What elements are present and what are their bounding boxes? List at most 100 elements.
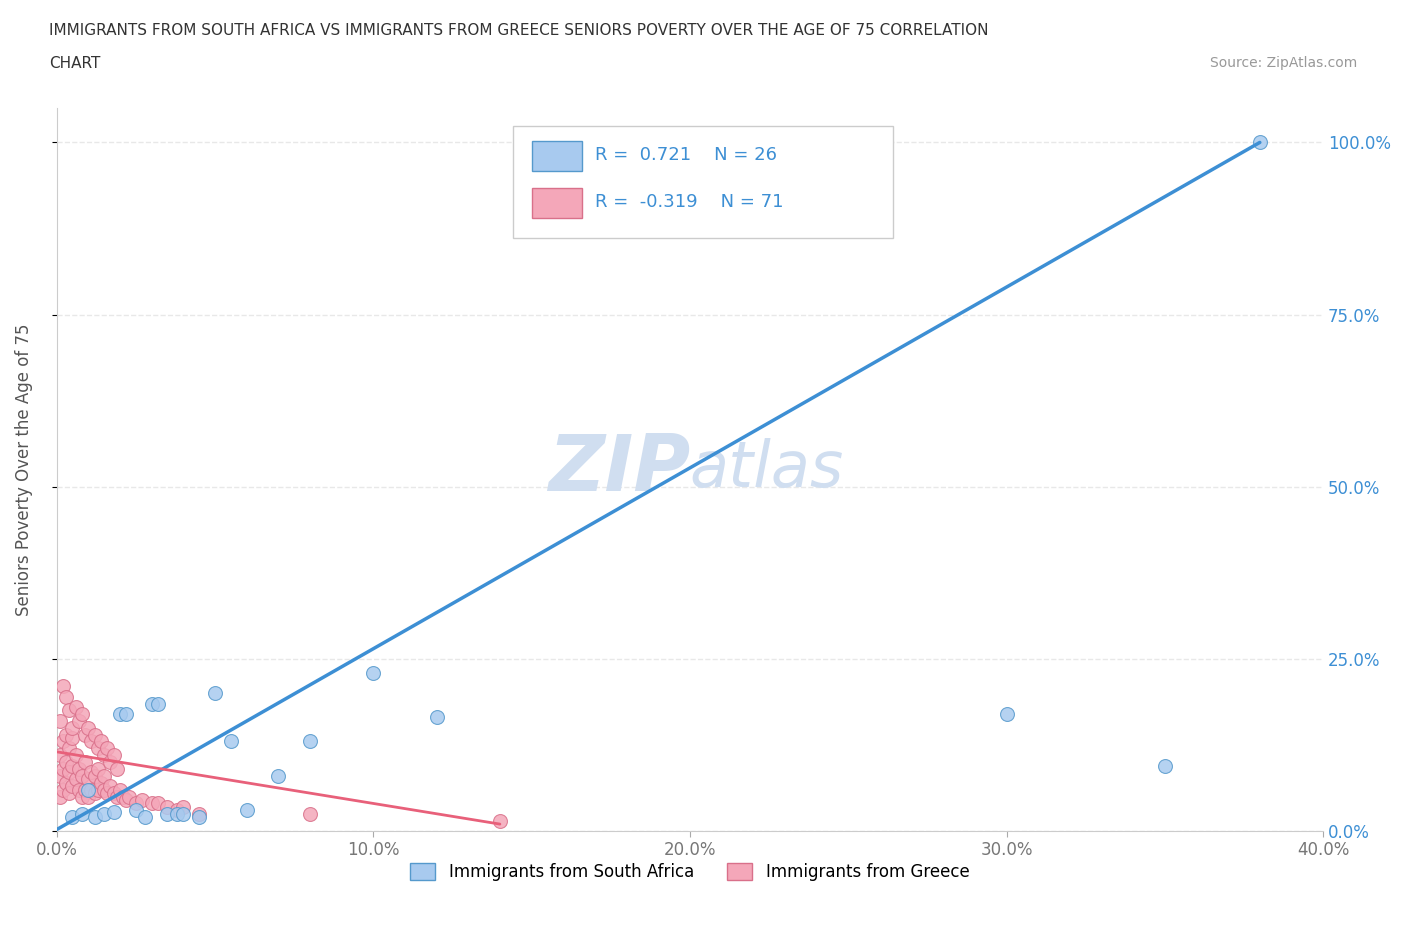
Y-axis label: Seniors Poverty Over the Age of 75: Seniors Poverty Over the Age of 75 [15,324,32,616]
Point [134,810,156,825]
Point [62,778,84,793]
Point [58,741,80,756]
Text: ZIP: ZIP [547,432,690,508]
Point [55,689,77,704]
Point [204,685,226,700]
Point [93,768,115,783]
Point [77,772,100,787]
Point [52,679,75,694]
Point [100,778,122,793]
Point [103,804,125,819]
Text: atlas: atlas [690,438,844,500]
FancyBboxPatch shape [531,188,582,218]
Point [67,762,90,777]
Point [156,800,179,815]
Point [70,790,93,804]
Point [65,699,87,714]
Point [115,792,138,807]
Point [62,810,84,825]
Text: Source: ZipAtlas.com: Source: ZipAtlas.com [1209,56,1357,70]
Point [70,806,93,821]
Point [166,806,188,821]
Point [58,703,80,718]
Point [83,768,105,783]
Point [219,734,242,749]
Point [298,806,321,821]
Point [108,707,131,722]
Point [49,713,72,728]
Text: R =  -0.319    N = 71: R = -0.319 N = 71 [595,193,783,211]
Point [235,803,257,817]
Point [146,796,169,811]
Point [62,731,84,746]
Point [67,713,90,728]
Point [55,727,77,742]
Point [49,790,72,804]
FancyBboxPatch shape [513,126,893,238]
Text: CHART: CHART [49,56,101,71]
Point [361,665,384,680]
Point [67,782,90,797]
Point [103,786,125,801]
Point [77,782,100,797]
Point [172,806,194,821]
Legend: Immigrants from South Africa, Immigrants from Greece: Immigrants from South Africa, Immigrants… [404,857,976,888]
Point [93,806,115,821]
Point [87,782,110,797]
Point [58,786,80,801]
Point [188,810,211,825]
Point [131,792,153,807]
Point [166,803,188,817]
Point [58,765,80,780]
Point [75,754,97,769]
Point [141,697,163,711]
Point [62,720,84,735]
Point [105,762,128,777]
Point [93,748,115,763]
Point [83,727,105,742]
Point [70,768,93,783]
Point [83,810,105,825]
Point [70,707,93,722]
Point [55,754,77,769]
Point [108,782,131,797]
Point [75,782,97,797]
Point [1249,135,1271,150]
Point [65,772,87,787]
Point [93,782,115,797]
Point [62,758,84,773]
FancyBboxPatch shape [531,140,582,171]
Point [55,776,77,790]
Point [77,790,100,804]
Point [75,727,97,742]
Point [87,741,110,756]
Point [83,786,105,801]
Point [77,720,100,735]
Point [87,762,110,777]
Point [125,803,148,817]
Point [49,768,72,783]
Point [156,806,179,821]
Point [298,734,321,749]
Point [112,790,135,804]
Point [118,790,141,804]
Point [1153,758,1175,773]
Point [96,741,118,756]
Text: IMMIGRANTS FROM SOUTH AFRICA VS IMMIGRANTS FROM GREECE SENIORS POVERTY OVER THE : IMMIGRANTS FROM SOUTH AFRICA VS IMMIGRAN… [49,23,988,38]
Point [103,748,125,763]
Point [426,710,449,724]
Point [90,776,112,790]
Point [52,782,75,797]
Point [188,806,211,821]
Point [115,707,138,722]
Point [52,734,75,749]
Point [146,697,169,711]
Point [49,748,72,763]
Text: R =  0.721    N = 26: R = 0.721 N = 26 [595,146,778,164]
Point [80,765,103,780]
Point [90,734,112,749]
Point [172,800,194,815]
Point [65,748,87,763]
Point [105,790,128,804]
Point [125,796,148,811]
